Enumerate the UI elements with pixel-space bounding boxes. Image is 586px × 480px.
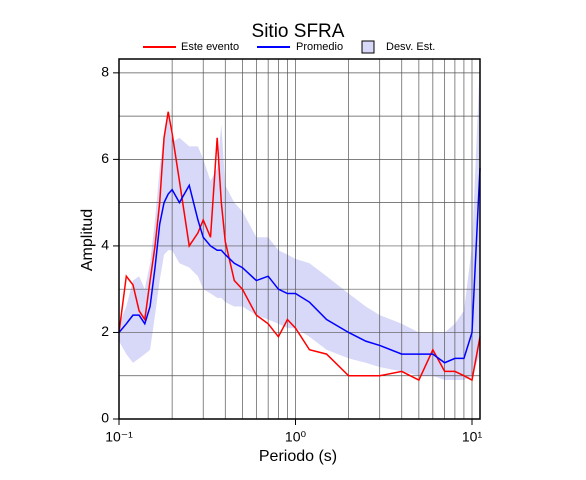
y-axis-label: Amplitud <box>79 209 96 271</box>
y-tick-label: 6 <box>101 150 109 166</box>
x-tick-label: 10¹ <box>462 429 483 445</box>
x-axis-label: Periodo (s) <box>259 448 337 465</box>
series-line <box>118 111 481 382</box>
plot-frame <box>118 58 481 420</box>
y-tick-label: 8 <box>101 64 109 80</box>
legend-label: Promedio <box>296 41 343 53</box>
y-tick-label: 4 <box>101 237 109 253</box>
chart-title: Sitio SFRA <box>252 21 345 42</box>
legend-swatch <box>361 40 375 54</box>
legend-label: Este evento <box>181 41 239 53</box>
y-tick-label: 0 <box>101 410 109 426</box>
y-tick-label: 2 <box>101 323 109 339</box>
x-tick-label: 10⁰ <box>285 429 307 445</box>
series-line <box>118 168 481 364</box>
legend-label: Desv. Est. <box>386 41 435 53</box>
std-band <box>119 59 480 381</box>
x-tick-label: 10⁻¹ <box>105 429 133 445</box>
